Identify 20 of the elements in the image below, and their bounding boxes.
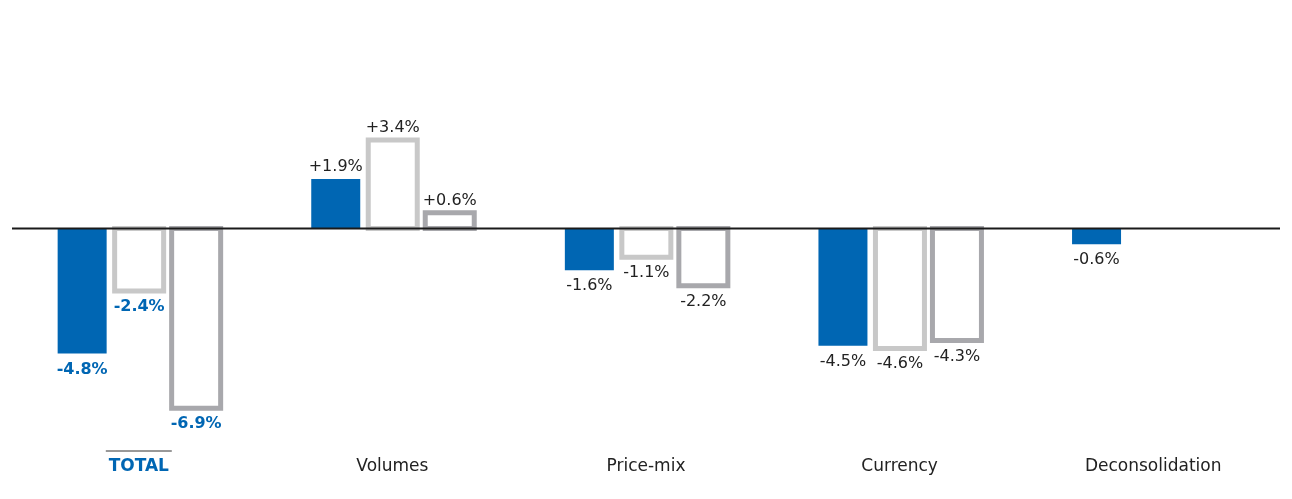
x-tick-label: TOTAL bbox=[108, 455, 170, 475]
data-label: +1.9% bbox=[308, 155, 363, 175]
data-label: -1.1% bbox=[623, 262, 670, 282]
data-label: -6.9% bbox=[170, 413, 222, 433]
bar bbox=[564, 228, 614, 271]
data-label: +3.4% bbox=[365, 116, 420, 136]
data-label: -2.4% bbox=[113, 296, 165, 316]
data-label: -2.2% bbox=[680, 290, 727, 310]
data-label: -4.5% bbox=[819, 350, 867, 370]
x-tick-label: Volumes bbox=[356, 455, 429, 475]
bar bbox=[311, 178, 361, 229]
data-label: -1.6% bbox=[566, 275, 613, 295]
x-tick-label: Currency bbox=[861, 455, 938, 475]
data-label: -4.6% bbox=[876, 353, 924, 373]
data-label: +0.6% bbox=[422, 189, 477, 209]
data-label: -4.8% bbox=[56, 358, 108, 378]
x-tick-label: Price-mix bbox=[606, 455, 686, 475]
data-label: -0.6% bbox=[1073, 249, 1120, 269]
data-label: -4.3% bbox=[933, 345, 981, 365]
x-tick-label: Deconsolidation bbox=[1084, 455, 1222, 475]
